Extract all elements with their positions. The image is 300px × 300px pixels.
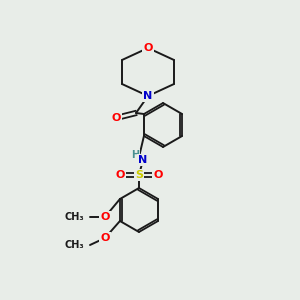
Text: H: H: [131, 150, 139, 160]
Text: N: N: [143, 91, 153, 101]
Text: O: O: [111, 113, 121, 123]
Text: O: O: [115, 170, 125, 180]
Text: O: O: [100, 212, 110, 222]
Text: S: S: [135, 170, 143, 180]
Text: O: O: [143, 43, 153, 53]
Text: CH₃: CH₃: [64, 240, 84, 250]
Text: N: N: [138, 155, 148, 165]
Text: O: O: [100, 233, 110, 243]
Text: O: O: [153, 170, 163, 180]
Text: CH₃: CH₃: [64, 212, 84, 222]
